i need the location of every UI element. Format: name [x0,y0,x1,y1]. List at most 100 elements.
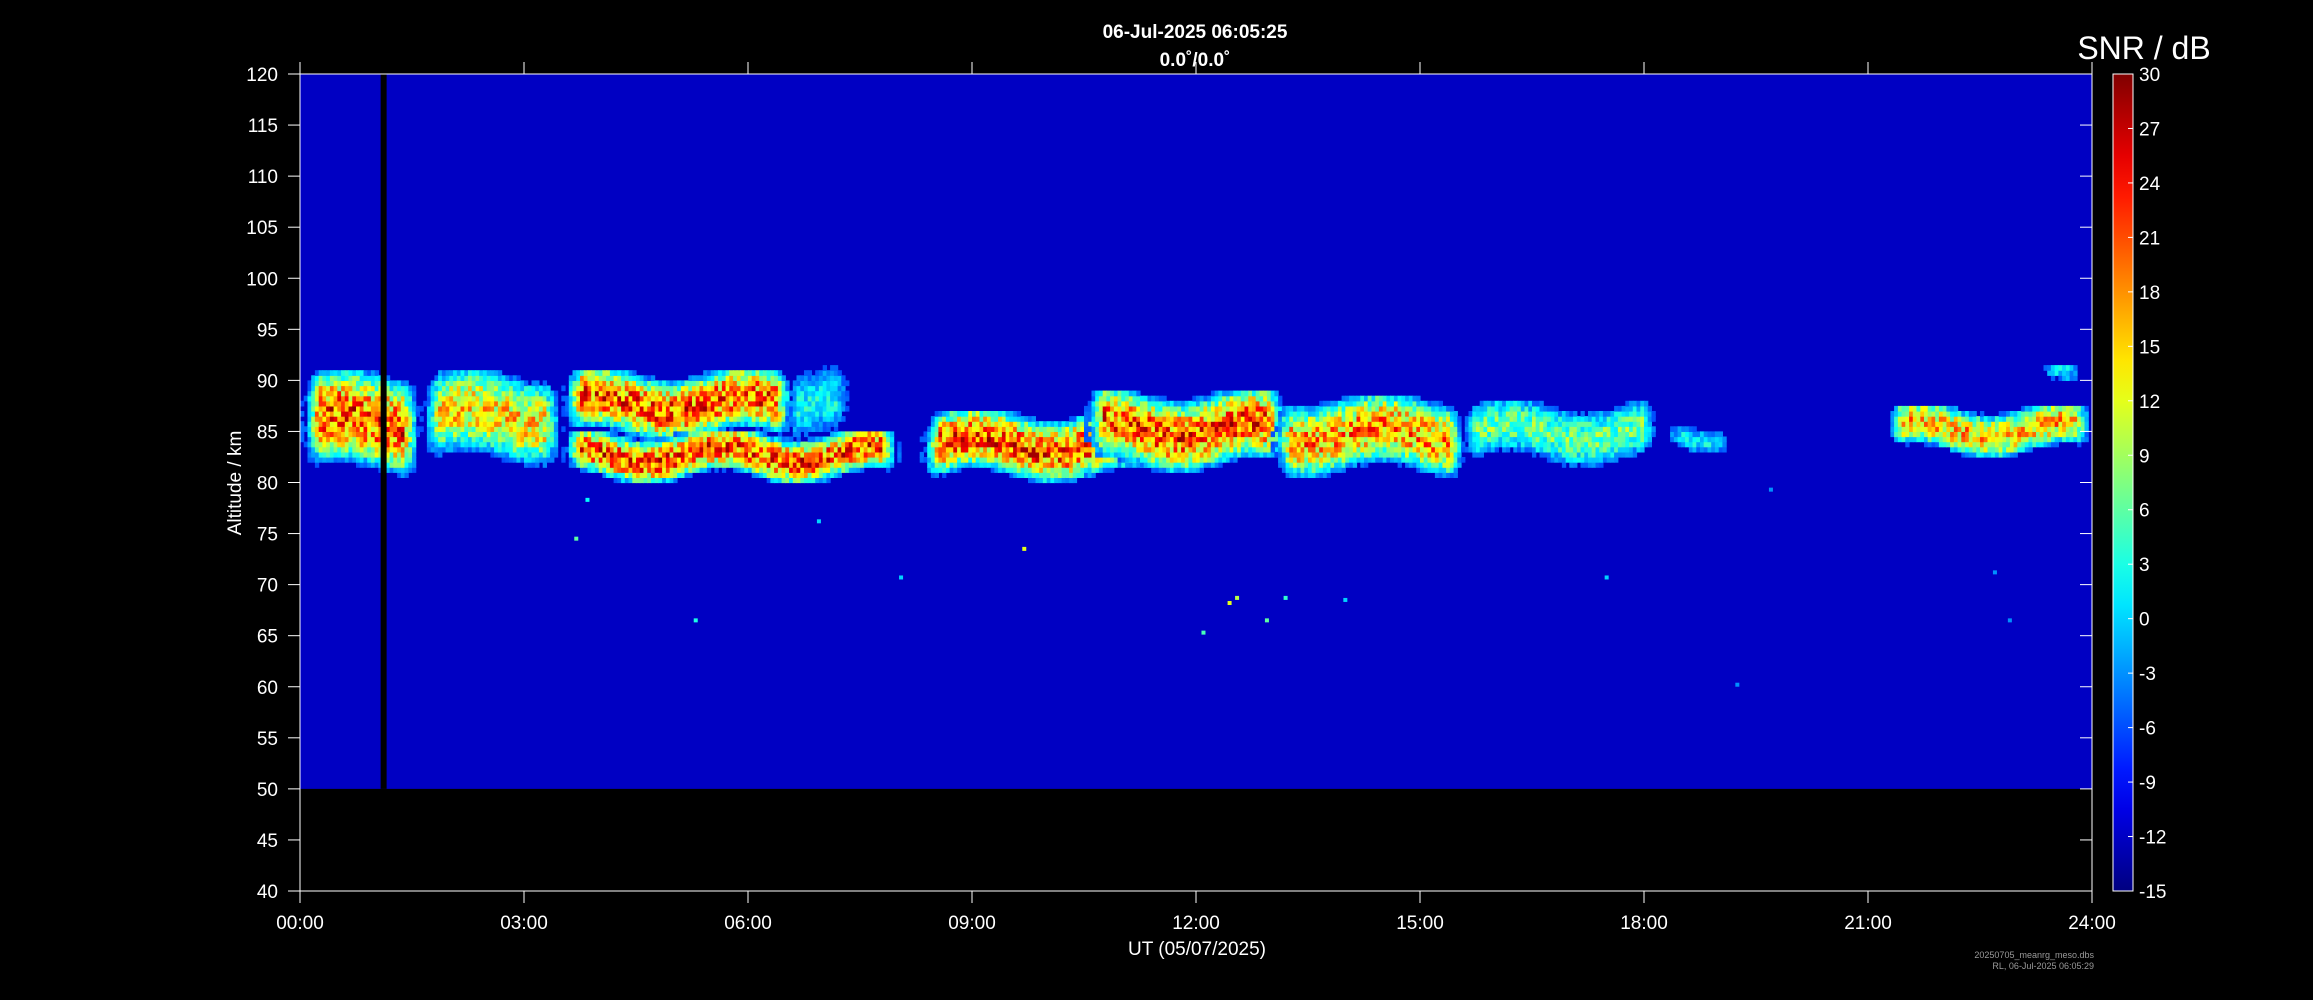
heatmap-cell [576,416,581,422]
heatmap-cell [501,451,506,458]
heatmap-cell [322,405,327,412]
heatmap-cell [434,405,439,412]
heatmap-cell [370,446,376,453]
heatmap-cell [400,472,406,478]
heatmap-cell [352,400,357,407]
heatmap-cell [975,411,980,417]
heatmap-cell [471,416,476,422]
heatmap-cell [1330,457,1335,463]
heatmap-cell [796,472,801,478]
heatmap-cell [613,457,618,463]
heatmap-cell [800,421,805,427]
heatmap-cell [628,457,633,463]
heatmap-cell [1039,451,1044,458]
heatmap-cell [538,400,544,407]
heatmap-cell [550,411,555,417]
heatmap-cell [1255,400,1260,407]
heatmap-cell [714,441,719,448]
heatmap-cell [471,436,476,443]
heatmap-cell [759,436,764,443]
heatmap-cell [524,385,529,392]
heatmap-cell [703,431,708,438]
heatmap-cell [1162,411,1167,417]
chart-subtitle: 0.0˚/0.0˚ [1160,50,1231,71]
heatmap-cell [1252,431,1257,438]
heatmap-cell [617,405,622,412]
heatmap-cell [1196,436,1201,443]
heatmap-cell [1154,405,1160,412]
heatmap-cell [602,405,607,412]
heatmap-cell [1125,462,1130,468]
heatmap-cell [830,400,835,407]
heatmap-cell [333,395,338,402]
heatmap-cell [1233,441,1238,448]
heatmap-cell [307,446,312,453]
heatmap-cell [669,385,674,392]
heatmap-cell [1154,436,1160,443]
heatmap-cell [1188,467,1193,473]
heatmap-cell [1069,431,1074,438]
heatmap-cell [602,457,607,463]
heatmap-cell [986,441,992,448]
heatmap-cell [516,380,521,387]
heatmap-cell [818,411,824,417]
heatmap-cell [1087,426,1092,432]
heatmap-cell [1322,411,1328,417]
heatmap-cell [337,390,342,397]
heatmap-cell [1498,426,1503,432]
heatmap-cell [374,385,379,392]
heatmap-cell [792,431,798,438]
heatmap-cell [930,421,936,427]
heatmap-cell [1266,441,1272,448]
heatmap-cell [1334,436,1339,443]
heatmap-cell [370,411,376,417]
heatmap-cell [930,416,936,422]
heatmap-cell [1039,436,1044,443]
heatmap-cell [1296,451,1302,458]
heatmap-cell [1080,467,1085,473]
heatmap-cell [695,390,700,397]
heatmap-cell [531,411,536,417]
heatmap-cell [583,385,588,392]
heatmap-cell [759,446,764,453]
heatmap-cell [669,462,674,468]
heatmap-cell [927,462,932,468]
heatmap-cell [430,446,435,453]
heatmap-cell [1248,411,1253,417]
heatmap-cell [945,446,951,453]
heatmap-cell [1113,457,1119,463]
heatmap-cell [572,395,577,402]
heatmap-cell [482,370,488,376]
heatmap-cell [777,462,783,468]
heatmap-cell [863,462,868,468]
heatmap-cell [688,457,693,463]
heatmap-cell [755,457,760,463]
heatmap-cell [1020,436,1025,443]
heatmap-cell [942,462,947,468]
heatmap-cell [609,436,615,443]
heatmap-cell [1334,467,1339,473]
heatmap-cell [322,395,327,402]
heatmap-cell [1326,457,1331,463]
heatmap-cell [329,405,335,412]
heatmap-cell [751,411,756,417]
heatmap-cell [490,411,495,417]
heatmap-cell [531,380,536,387]
heatmap-cell [1397,395,1402,402]
heatmap-cell [975,416,980,422]
heatmap-cell [1367,395,1372,402]
heatmap-cell [1128,400,1134,407]
heatmap-cell [721,405,727,412]
heatmap-cell [609,380,615,387]
heatmap-cell [986,446,992,453]
heatmap-cell [397,395,402,402]
heatmap-cell [520,416,525,422]
heatmap-cell [1199,431,1204,438]
heatmap-cell [389,446,394,453]
heatmap-cell [1199,421,1204,427]
heatmap-cell [1214,436,1219,443]
heatmap-cell [986,411,992,417]
heatmap-cell [785,457,790,463]
heatmap-cell [639,385,644,392]
heatmap-cell [830,390,835,397]
